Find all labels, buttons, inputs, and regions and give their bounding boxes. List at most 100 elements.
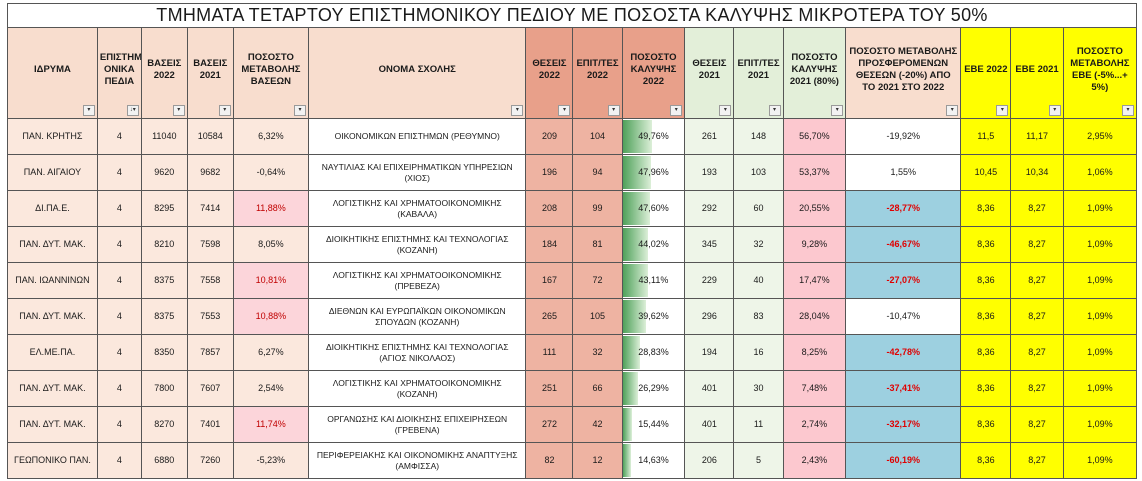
cell-seats-2021[interactable]: 206	[684, 442, 735, 479]
cell-ebe-2021[interactable]: 11,17	[1010, 118, 1064, 155]
cell-bases-2021[interactable]: 7553	[186, 298, 234, 335]
cell-ebe-2022[interactable]: 8,36	[960, 226, 1012, 263]
cell-institution[interactable]: ΠΑΝ. ΔΥΤ. ΜΑΚ.	[7, 406, 98, 443]
cell-seats-change[interactable]: -42,78%	[845, 334, 962, 371]
filter-dropdown-icon[interactable]: ▾	[558, 105, 571, 116]
cell-seats-2021[interactable]: 229	[684, 262, 735, 299]
cell-seats-change[interactable]: 1,55%	[845, 154, 962, 191]
cell-admitted-2021[interactable]: 30	[733, 370, 784, 407]
cell-ebe-change[interactable]: 1,09%	[1062, 442, 1138, 479]
cell-seats-2022[interactable]: 209	[525, 118, 574, 155]
cell-seats-2021[interactable]: 292	[684, 190, 735, 227]
cell-scientific-field[interactable]: 4	[96, 190, 142, 227]
filter-dropdown-icon[interactable]: ▾	[670, 105, 683, 116]
cell-coverage-2022[interactable]: 26,29%	[621, 370, 686, 407]
cell-institution[interactable]: ΠΑΝ. ΑΙΓΑΙΟΥ	[7, 154, 98, 191]
cell-bases-2022[interactable]: 8350	[140, 334, 188, 371]
cell-bases-2022[interactable]: 8270	[140, 406, 188, 443]
cell-coverage-2022[interactable]: 49,76%	[621, 118, 686, 155]
cell-seats-2021[interactable]: 296	[684, 298, 735, 335]
cell-coverage-2021[interactable]: 7,48%	[782, 370, 847, 407]
cell-seats-change[interactable]: -60,19%	[845, 442, 962, 479]
cell-ebe-2022[interactable]: 8,36	[960, 406, 1012, 443]
cell-seats-2022[interactable]: 82	[525, 442, 574, 479]
cell-seats-2021[interactable]: 345	[684, 226, 735, 263]
cell-ebe-2022[interactable]: 8,36	[960, 262, 1012, 299]
filter-dropdown-icon[interactable]: ▾	[511, 105, 524, 116]
filter-dropdown-icon[interactable]: ▾	[172, 105, 185, 116]
cell-bases-2022[interactable]: 9620	[140, 154, 188, 191]
cell-scientific-field[interactable]: 4	[96, 118, 142, 155]
cell-admitted-2022[interactable]: 104	[572, 118, 623, 155]
cell-coverage-2022[interactable]: 47,96%	[621, 154, 686, 191]
cell-ebe-2021[interactable]: 8,27	[1010, 370, 1064, 407]
filter-dropdown-icon[interactable]: ▾	[82, 105, 95, 116]
cell-school-name[interactable]: ΛΟΓΙΣΤΙΚΗΣ ΚΑΙ ΧΡΗΜΑΤΟΟΙΚΟΝΟΜΙΚΗΣ (ΚΑΒΑΛ…	[308, 190, 527, 227]
cell-ebe-2021[interactable]: 10,34	[1010, 154, 1064, 191]
cell-seats-change[interactable]: -37,41%	[845, 370, 962, 407]
cell-coverage-2022[interactable]: 39,62%	[621, 298, 686, 335]
filter-dropdown-icon[interactable]: ▾	[946, 105, 959, 116]
filter-dropdown-icon[interactable]: ▾	[218, 105, 231, 116]
cell-seats-2021[interactable]: 401	[684, 370, 735, 407]
cell-coverage-2022[interactable]: 43,11%	[621, 262, 686, 299]
cell-coverage-2021[interactable]: 2,43%	[782, 442, 847, 479]
cell-admitted-2022[interactable]: 32	[572, 334, 623, 371]
cell-admitted-2021[interactable]: 5	[733, 442, 784, 479]
filter-dropdown-icon[interactable]: ▾	[768, 105, 781, 116]
cell-seats-2021[interactable]: 261	[684, 118, 735, 155]
cell-seats-2022[interactable]: 251	[525, 370, 574, 407]
cell-coverage-2021[interactable]: 8,25%	[782, 334, 847, 371]
cell-coverage-2021[interactable]: 53,37%	[782, 154, 847, 191]
cell-school-name[interactable]: ΟΡΓΑΝΩΣΗΣ ΚΑΙ ΔΙΟΙΚΗΣΗΣ ΕΠΙΧΕΙΡΗΣΕΩΝ (ΓΡ…	[308, 406, 527, 443]
cell-coverage-2021[interactable]: 9,28%	[782, 226, 847, 263]
cell-bases-change[interactable]: -0,64%	[232, 154, 310, 191]
cell-seats-2021[interactable]: 194	[684, 334, 735, 371]
cell-ebe-change[interactable]: 1,09%	[1062, 406, 1138, 443]
cell-seats-2022[interactable]: 184	[525, 226, 574, 263]
cell-seats-2022[interactable]: 167	[525, 262, 574, 299]
cell-ebe-2021[interactable]: 8,27	[1010, 298, 1064, 335]
cell-bases-2022[interactable]: 11040	[140, 118, 188, 155]
cell-bases-2022[interactable]: 8375	[140, 298, 188, 335]
cell-seats-change[interactable]: -46,67%	[845, 226, 962, 263]
cell-bases-2021[interactable]: 7401	[186, 406, 234, 443]
cell-bases-2022[interactable]: 8295	[140, 190, 188, 227]
cell-bases-2022[interactable]: 6880	[140, 442, 188, 479]
cell-institution[interactable]: ΠΑΝ. ΔΥΤ. ΜΑΚ.	[7, 226, 98, 263]
cell-school-name[interactable]: ΛΟΓΙΣΤΙΚΗΣ ΚΑΙ ΧΡΗΜΑΤΟΟΙΚΟΝΟΜΙΚΗΣ (ΠΡΕΒΕ…	[308, 262, 527, 299]
cell-ebe-change[interactable]: 1,09%	[1062, 262, 1138, 299]
cell-seats-2022[interactable]: 272	[525, 406, 574, 443]
cell-admitted-2022[interactable]: 99	[572, 190, 623, 227]
cell-seats-change[interactable]: -32,17%	[845, 406, 962, 443]
cell-bases-2021[interactable]: 7598	[186, 226, 234, 263]
cell-ebe-2022[interactable]: 8,36	[960, 298, 1012, 335]
cell-seats-2022[interactable]: 111	[525, 334, 574, 371]
cell-ebe-change[interactable]: 1,09%	[1062, 370, 1138, 407]
cell-coverage-2022[interactable]: 15,44%	[621, 406, 686, 443]
cell-seats-2022[interactable]: 265	[525, 298, 574, 335]
cell-coverage-2022[interactable]: 44,02%	[621, 226, 686, 263]
cell-bases-change[interactable]: 6,27%	[232, 334, 310, 371]
filter-dropdown-icon[interactable]: ▾	[719, 105, 732, 116]
cell-admitted-2021[interactable]: 103	[733, 154, 784, 191]
cell-scientific-field[interactable]: 4	[96, 298, 142, 335]
cell-scientific-field[interactable]: 4	[96, 334, 142, 371]
cell-bases-2021[interactable]: 7857	[186, 334, 234, 371]
cell-bases-2022[interactable]: 8375	[140, 262, 188, 299]
cell-admitted-2022[interactable]: 12	[572, 442, 623, 479]
cell-coverage-2021[interactable]: 17,47%	[782, 262, 847, 299]
filter-dropdown-icon[interactable]: ▾	[831, 105, 844, 116]
cell-bases-2022[interactable]: 8210	[140, 226, 188, 263]
cell-bases-2021[interactable]: 10584	[186, 118, 234, 155]
filter-dropdown-icon[interactable]: ▾	[607, 105, 620, 116]
cell-bases-change[interactable]: 11,88%	[232, 190, 310, 227]
cell-admitted-2021[interactable]: 83	[733, 298, 784, 335]
cell-admitted-2022[interactable]: 105	[572, 298, 623, 335]
cell-ebe-2022[interactable]: 10,45	[960, 154, 1012, 191]
cell-ebe-change[interactable]: 1,06%	[1062, 154, 1138, 191]
cell-admitted-2022[interactable]: 72	[572, 262, 623, 299]
cell-bases-2021[interactable]: 9682	[186, 154, 234, 191]
cell-scientific-field[interactable]: 4	[96, 262, 142, 299]
cell-ebe-2022[interactable]: 8,36	[960, 334, 1012, 371]
